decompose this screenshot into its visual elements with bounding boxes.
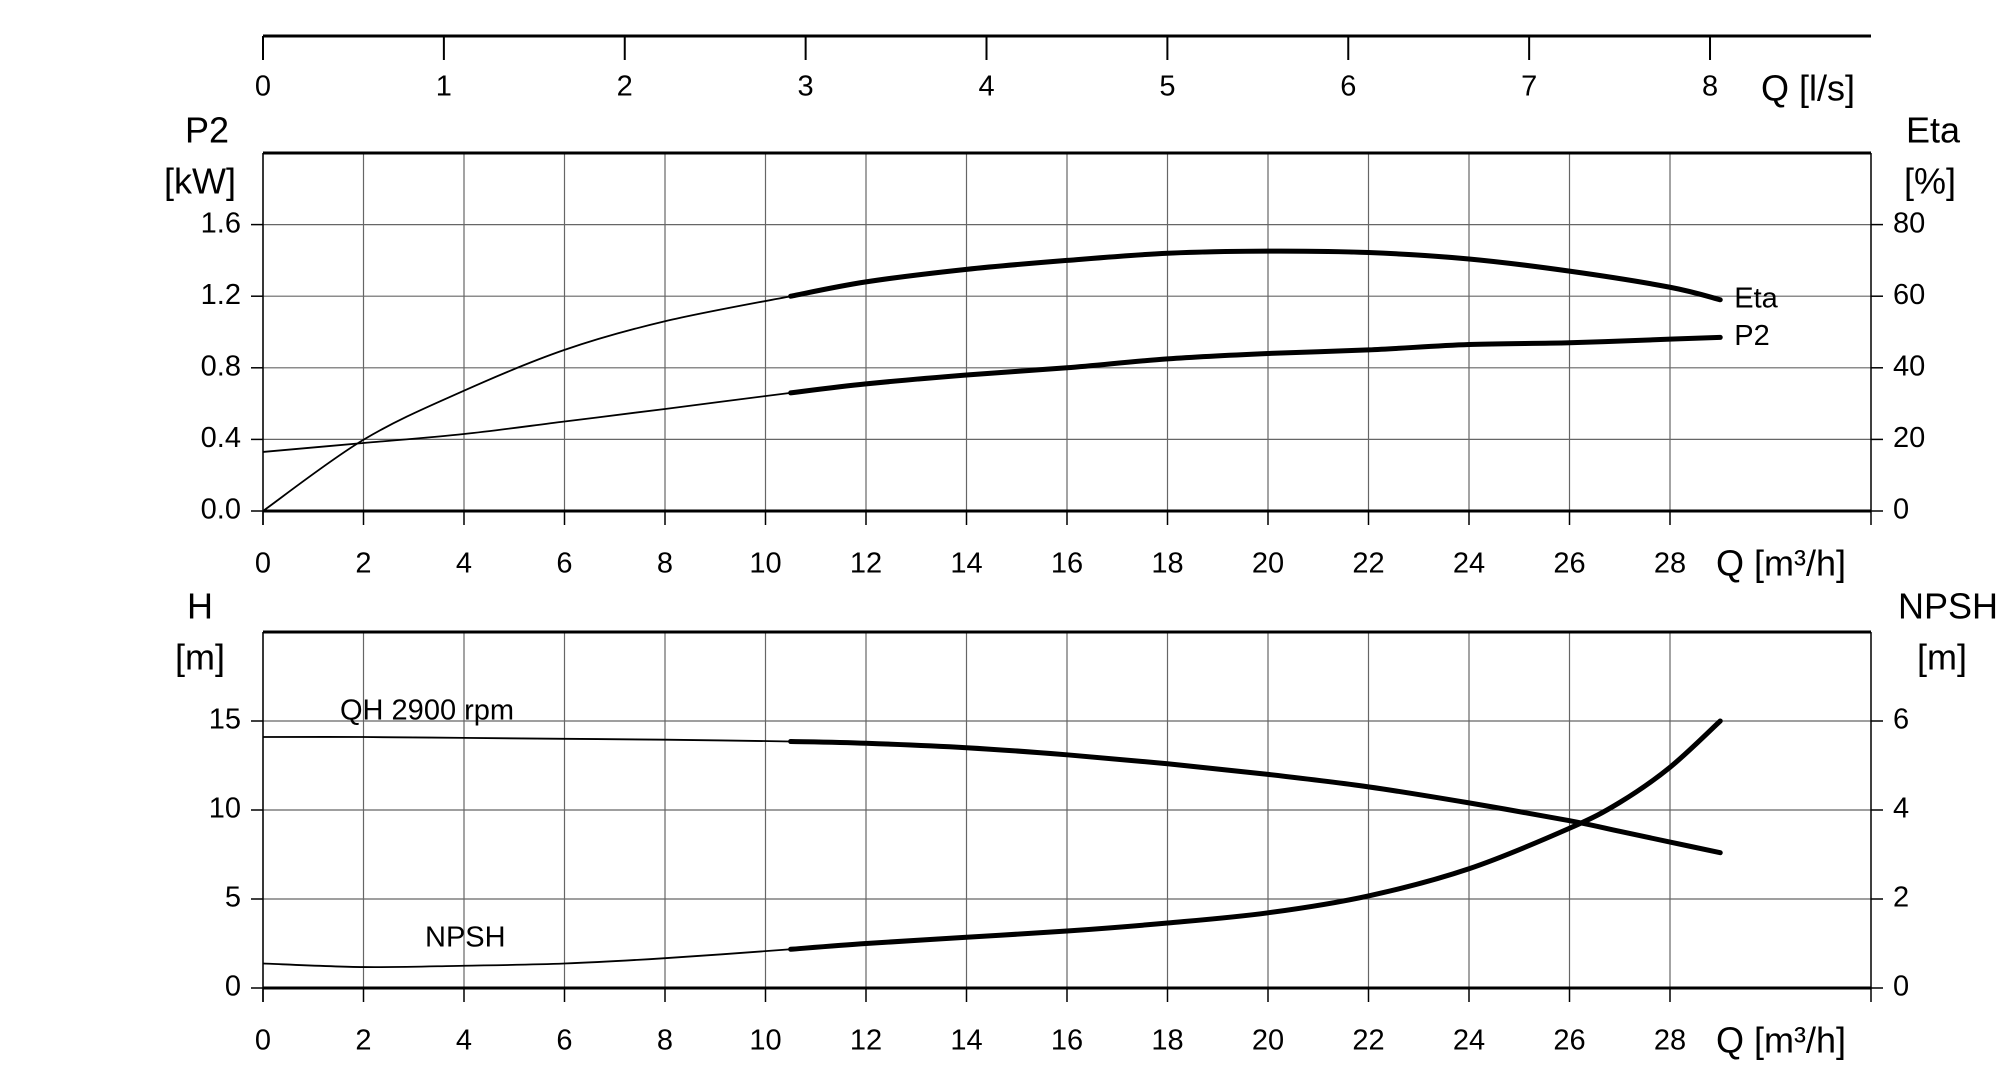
x-tick-label: 18 bbox=[1151, 1025, 1183, 1057]
x-tick-label: 26 bbox=[1553, 1025, 1585, 1057]
x-tick-label: 6 bbox=[556, 1025, 572, 1057]
x-tick-label: 22 bbox=[1352, 1025, 1384, 1057]
x-tick-label: 8 bbox=[657, 548, 673, 580]
x2-tick-label: 7 bbox=[1521, 71, 1537, 103]
y-axis-unit: [kW] bbox=[164, 161, 236, 202]
y2-axis-unit: [%] bbox=[1904, 161, 1956, 202]
series-label: NPSH bbox=[425, 922, 506, 954]
x-tick-label: 10 bbox=[749, 548, 781, 580]
y2-axis-label: NPSH bbox=[1898, 586, 1998, 627]
x-tick-label: 0 bbox=[255, 1025, 271, 1057]
operating-curve bbox=[788, 738, 1723, 856]
x2-tick-label: 1 bbox=[436, 71, 452, 103]
x-tick-label: 24 bbox=[1453, 1025, 1485, 1057]
x-tick-label: 16 bbox=[1051, 548, 1083, 580]
y-axis-label: P2 bbox=[185, 110, 229, 151]
y2-tick-label: 20 bbox=[1893, 422, 1925, 454]
operating-curve bbox=[788, 248, 1723, 303]
x-tick-label: 10 bbox=[749, 1025, 781, 1057]
y-tick-label: 1.6 bbox=[201, 207, 241, 239]
x2-tick-label: 5 bbox=[1159, 71, 1175, 103]
x-tick-label: 24 bbox=[1453, 548, 1485, 580]
x2-tick-label: 0 bbox=[255, 71, 271, 103]
y2-tick-label: 0 bbox=[1893, 971, 1909, 1003]
x-tick-label: 16 bbox=[1051, 1025, 1083, 1057]
y-axis-label: H bbox=[187, 586, 213, 627]
x2-tick-label: 4 bbox=[978, 71, 994, 103]
y-axis-unit: [m] bbox=[175, 637, 225, 678]
series-label: P2 bbox=[1734, 320, 1769, 352]
y2-axis-label: Eta bbox=[1906, 110, 1961, 151]
x-axis-label: Q [m³/h] bbox=[1716, 543, 1846, 584]
x-tick-label: 26 bbox=[1553, 548, 1585, 580]
x2-tick-label: 6 bbox=[1340, 71, 1356, 103]
x-tick-label: 22 bbox=[1352, 548, 1384, 580]
y-tick-label: 10 bbox=[209, 793, 241, 825]
x-tick-label: 6 bbox=[556, 548, 572, 580]
x-tick-label: 8 bbox=[657, 1025, 673, 1057]
y2-tick-label: 60 bbox=[1893, 279, 1925, 311]
x-tick-label: 12 bbox=[850, 1025, 882, 1057]
x-tick-label: 4 bbox=[456, 548, 472, 580]
y-tick-label: 0.8 bbox=[201, 350, 241, 382]
y2-tick-label: 2 bbox=[1893, 882, 1909, 914]
x-tick-label: 2 bbox=[355, 1025, 371, 1057]
y-tick-label: 5 bbox=[225, 882, 241, 914]
y-tick-label: 1.2 bbox=[201, 279, 241, 311]
y2-tick-label: 4 bbox=[1893, 793, 1909, 825]
curve bbox=[262, 736, 1721, 854]
x-tick-label: 2 bbox=[355, 548, 371, 580]
x-tick-label: 20 bbox=[1252, 548, 1284, 580]
y2-tick-label: 6 bbox=[1893, 704, 1909, 736]
y2-tick-label: 80 bbox=[1893, 207, 1925, 239]
y-tick-label: 0.4 bbox=[201, 422, 241, 454]
series-label: Eta bbox=[1734, 282, 1778, 314]
y2-axis-unit: [m] bbox=[1917, 637, 1967, 678]
x2-tick-label: 8 bbox=[1702, 71, 1718, 103]
y2-tick-label: 0 bbox=[1893, 494, 1909, 526]
x-tick-label: 0 bbox=[255, 548, 271, 580]
x-tick-label: 18 bbox=[1151, 548, 1183, 580]
x-tick-label: 14 bbox=[950, 548, 982, 580]
y-tick-label: 0 bbox=[225, 971, 241, 1003]
x-tick-label: 12 bbox=[850, 548, 882, 580]
x-tick-label: 4 bbox=[456, 1025, 472, 1057]
y-tick-label: 0.0 bbox=[201, 494, 241, 526]
x-axis-label: Q [m³/h] bbox=[1716, 1020, 1846, 1061]
x-tick-label: 14 bbox=[950, 1025, 982, 1057]
curve bbox=[262, 250, 1721, 512]
x-tick-label: 28 bbox=[1654, 548, 1686, 580]
operating-curve bbox=[788, 334, 1723, 396]
x-tick-label: 20 bbox=[1252, 1025, 1284, 1057]
y-tick-label: 15 bbox=[209, 704, 241, 736]
x2-tick-label: 3 bbox=[798, 71, 814, 103]
x2-tick-label: 2 bbox=[617, 71, 633, 103]
x-tick-label: 28 bbox=[1654, 1025, 1686, 1057]
operating-curve bbox=[788, 718, 1723, 952]
curve bbox=[262, 336, 1721, 453]
x2-axis-label: Q [l/s] bbox=[1761, 68, 1855, 109]
series-label: QH 2900 rpm bbox=[340, 695, 514, 727]
y2-tick-label: 40 bbox=[1893, 350, 1925, 382]
